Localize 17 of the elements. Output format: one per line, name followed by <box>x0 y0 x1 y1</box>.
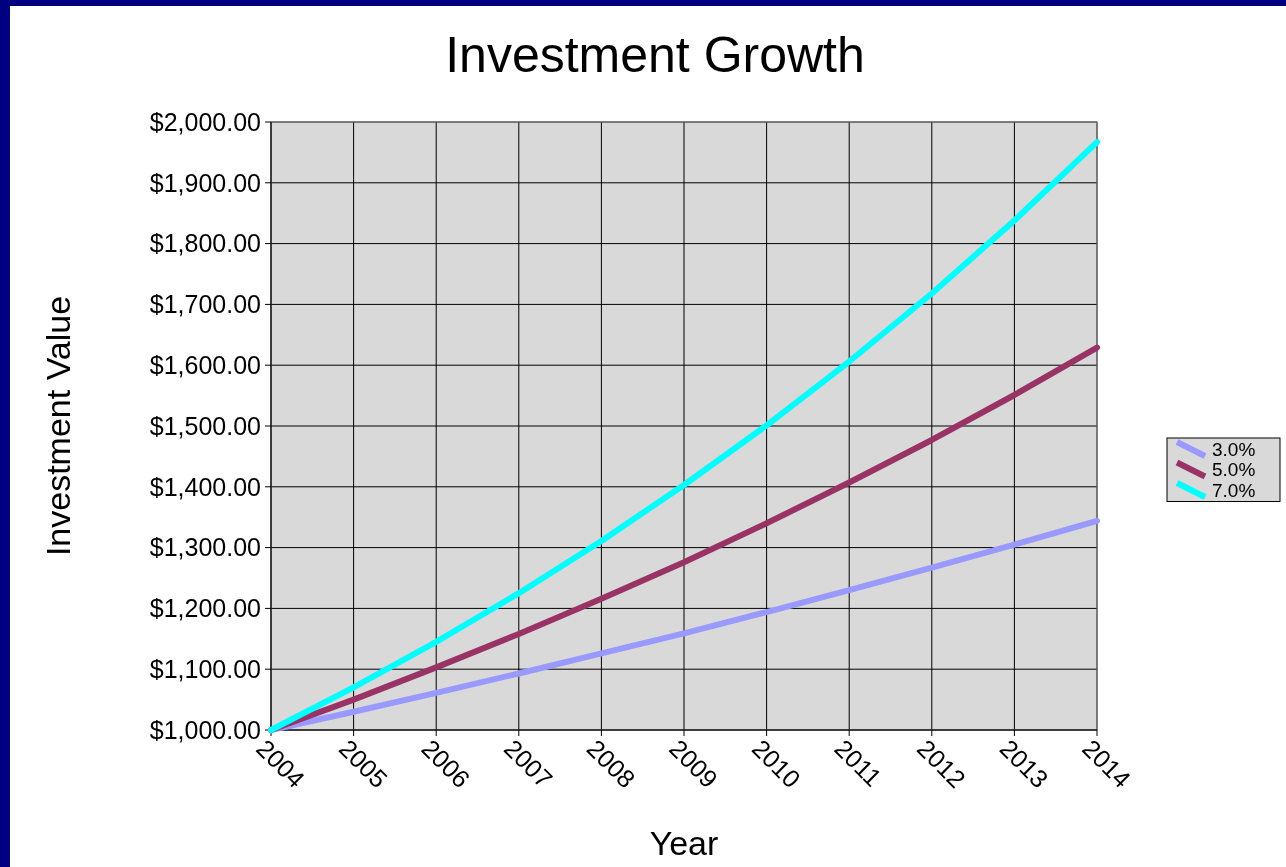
y-tick-label: $1,500.00 <box>149 411 261 440</box>
y-tick-label: $2,000.00 <box>149 107 261 136</box>
legend-label: 5.0% <box>1212 459 1256 481</box>
legend-label: 7.0% <box>1212 479 1256 501</box>
chart-title: Investment Growth <box>445 27 865 83</box>
x-axis-title: Year <box>649 824 719 862</box>
y-tick-label: $1,200.00 <box>149 594 261 623</box>
y-tick-label: $1,900.00 <box>149 168 261 197</box>
y-tick-label: $1,100.00 <box>149 654 261 683</box>
legend-label: 3.0% <box>1212 438 1256 460</box>
y-axis-title: Investment Value <box>39 295 77 557</box>
y-tick-label: $1,000.00 <box>149 715 261 744</box>
y-tick-label: $1,700.00 <box>149 290 261 319</box>
y-tick-label: $1,400.00 <box>149 472 261 501</box>
y-tick-label: $1,300.00 <box>149 533 261 562</box>
y-tick-label: $1,800.00 <box>149 229 261 258</box>
y-tick-label: $1,600.00 <box>149 350 261 379</box>
